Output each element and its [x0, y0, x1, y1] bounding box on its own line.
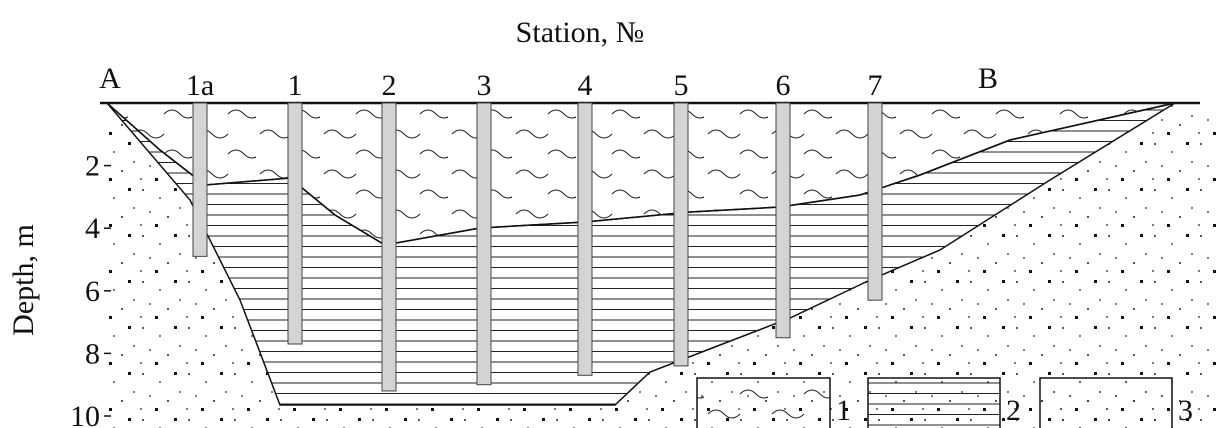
core-column: [193, 103, 207, 256]
legend: 1 2 3: [697, 378, 1193, 428]
core-column: [288, 103, 302, 344]
legend-swatch: [697, 378, 830, 428]
legend-label: 2: [1006, 394, 1021, 427]
cross-section: 1a 1 2 3 4 5 6 7 2 4 6 8 10 Station, № A B Depth, m…: [0, 0, 1217, 428]
core-column: [578, 103, 592, 375]
legend-label: 3: [1178, 394, 1193, 427]
y-tick-label: 4: [85, 212, 100, 245]
end-label: A: [99, 62, 121, 95]
core-column: [674, 103, 688, 366]
y-tick-label: 6: [85, 275, 100, 308]
station-label: 5: [674, 69, 689, 102]
y-tick-label: 10: [70, 400, 100, 428]
core-column: [776, 103, 790, 338]
title: Station, №: [516, 16, 645, 49]
y-axis-label: Depth, m: [7, 224, 40, 336]
station-label: 7: [868, 69, 883, 102]
station-label: 2: [382, 69, 397, 102]
station-label: 6: [776, 69, 791, 102]
y-tick-label: 8: [85, 337, 100, 370]
station-label: 1: [288, 69, 303, 102]
core-column: [868, 103, 882, 300]
core-column: [382, 103, 396, 391]
legend-swatch: [1040, 378, 1172, 428]
end-label: B: [978, 62, 998, 95]
station-label: 3: [477, 69, 492, 102]
core-column: [477, 103, 491, 385]
legend-swatch: [868, 378, 1000, 428]
depth-axis: 2 4 6 8 10: [70, 150, 111, 428]
station-label: 4: [578, 69, 593, 102]
y-tick-label: 2: [85, 150, 100, 183]
station-label: 1a: [186, 69, 214, 102]
legend-label: 1: [836, 394, 851, 427]
